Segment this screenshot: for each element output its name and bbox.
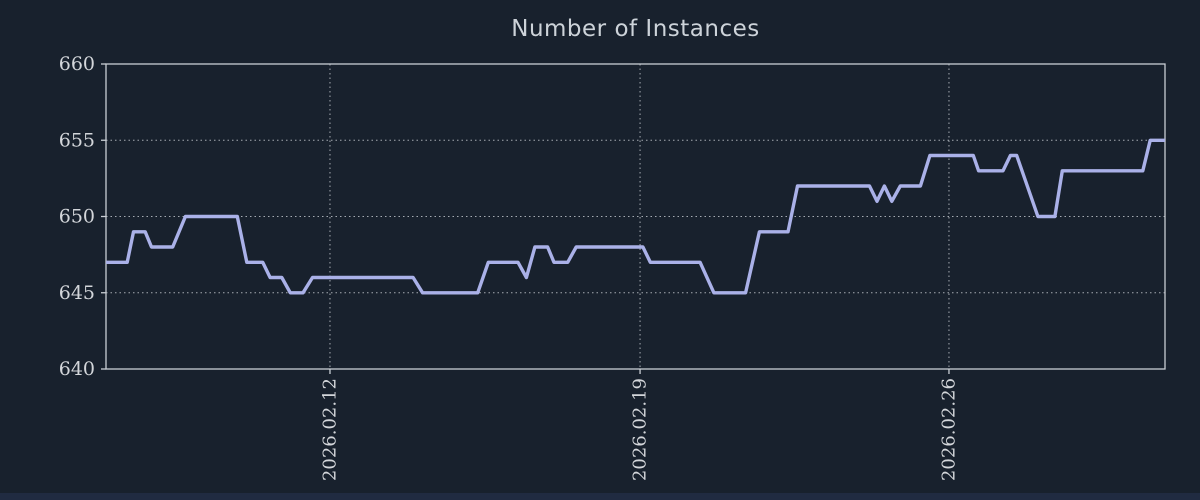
chart-title: Number of Instances	[511, 16, 760, 42]
y-tick-label: 650	[59, 206, 95, 228]
x-tick-label: 2026.02.26	[938, 378, 959, 481]
x-tick-label: 2026.02.12	[319, 378, 340, 481]
series-line	[106, 138, 1165, 295]
x-tick-label: 2026.02.19	[630, 378, 651, 481]
y-tick-label: 660	[59, 53, 95, 75]
y-tick-label: 655	[59, 129, 95, 151]
y-tick-label: 645	[59, 282, 95, 304]
bottom-bar	[0, 493, 1200, 500]
y-tick-label: 640	[59, 358, 95, 380]
